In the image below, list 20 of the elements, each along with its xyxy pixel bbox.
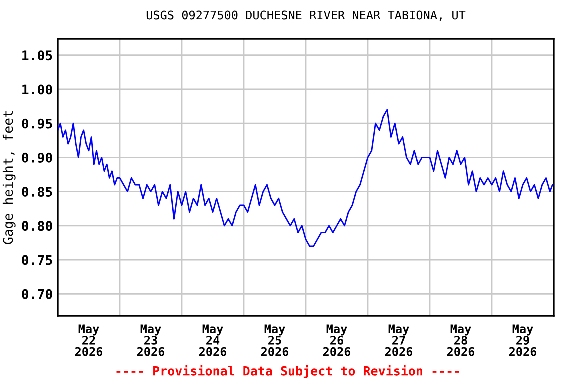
x-tick-label: May 29 2026 <box>509 324 537 356</box>
text: ---- Provisional Data Subject to Revision ---- <box>116 365 460 378</box>
chart-title: USGS 09277500 DUCHESNE RIVER NEAR TABIONA, UT <box>146 10 466 22</box>
y-axis-title: Gage height, feet <box>2 111 16 244</box>
y-tick-label: 0.80 <box>22 221 52 232</box>
y-tick-label: 0.70 <box>22 289 52 300</box>
line-series <box>58 109 554 248</box>
x-tick-label: May 27 2026 <box>385 324 413 356</box>
y-tick-label: 0.90 <box>22 152 52 163</box>
y-tick-label: 0.85 <box>22 187 52 198</box>
x-tick-label: May 23 2026 <box>137 324 165 356</box>
x-tick-label: May 24 2026 <box>199 324 227 356</box>
y-tick-label: 0.95 <box>22 118 52 129</box>
y-tick-label: 1.00 <box>22 84 52 95</box>
x-tick-label: May 25 2026 <box>261 324 289 356</box>
y-tick-label: 0.75 <box>22 255 52 266</box>
x-tick-label: May 26 2026 <box>323 324 351 356</box>
x-tick-label: May 22 2026 <box>75 324 103 356</box>
y-tick-label: 1.05 <box>22 50 52 61</box>
x-tick-label: May 28 2026 <box>447 324 475 356</box>
